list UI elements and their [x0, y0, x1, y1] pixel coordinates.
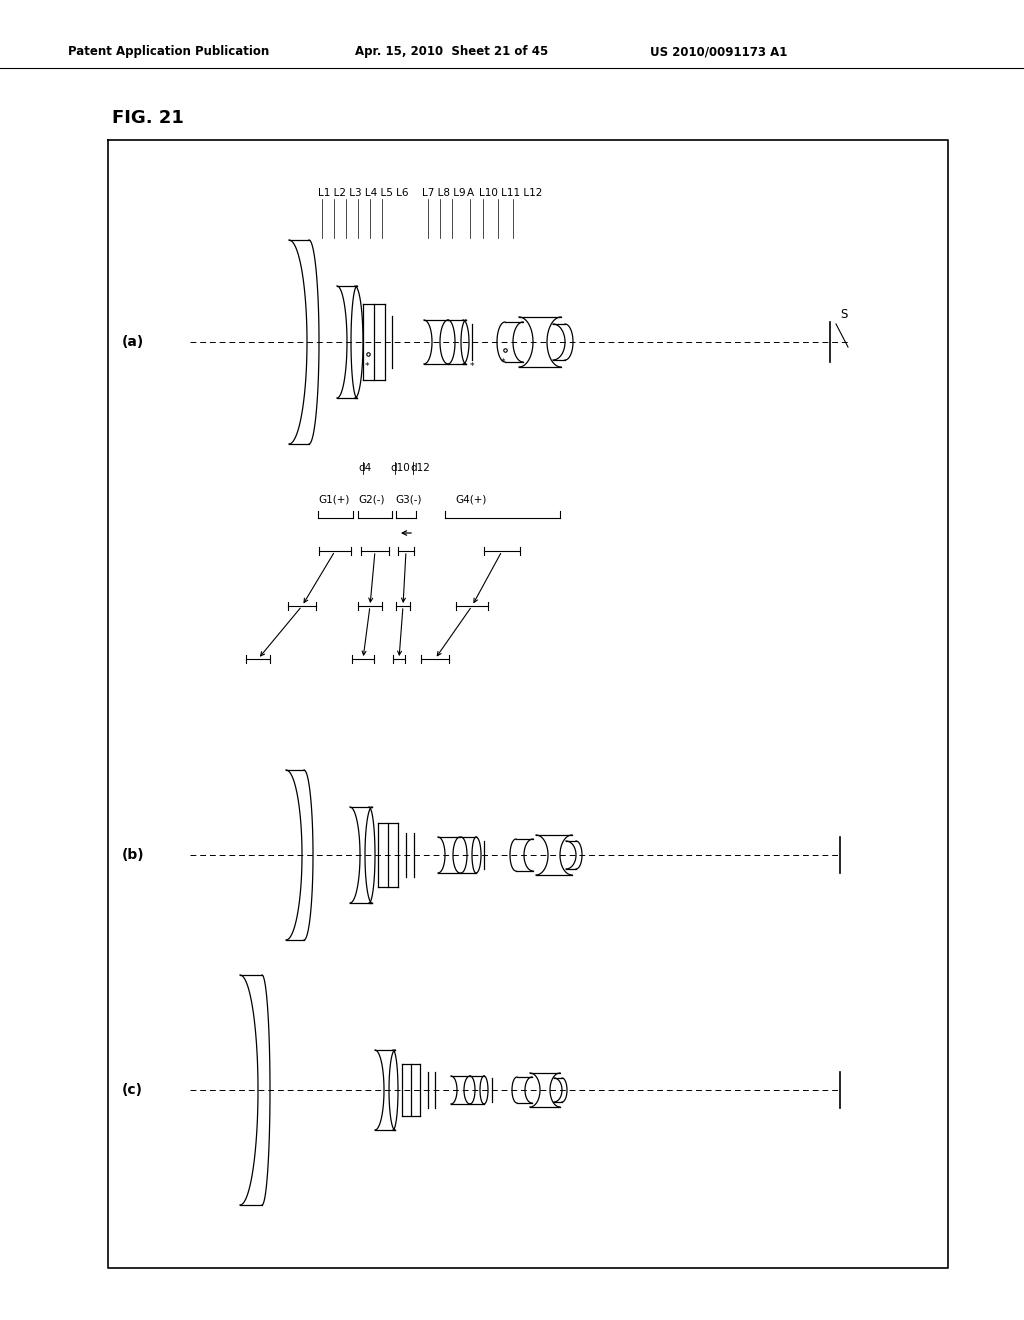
Text: G3(-): G3(-) — [395, 495, 422, 506]
Text: Apr. 15, 2010  Sheet 21 of 45: Apr. 15, 2010 Sheet 21 of 45 — [355, 45, 548, 58]
Text: G4(+): G4(+) — [455, 495, 486, 506]
Text: d12: d12 — [410, 463, 430, 473]
Text: (c): (c) — [122, 1082, 143, 1097]
Text: (b): (b) — [122, 847, 144, 862]
Text: L10 L11 L12: L10 L11 L12 — [479, 187, 543, 198]
Text: L7 L8 L9: L7 L8 L9 — [422, 187, 466, 198]
Text: *: * — [365, 362, 369, 371]
Text: *: * — [470, 362, 474, 371]
Text: d10: d10 — [390, 463, 410, 473]
Text: Patent Application Publication: Patent Application Publication — [68, 45, 269, 58]
Text: (a): (a) — [122, 335, 144, 348]
Text: A: A — [467, 187, 474, 198]
Text: d4: d4 — [358, 463, 372, 473]
Text: S: S — [840, 308, 848, 321]
Text: G2(-): G2(-) — [358, 495, 384, 506]
Text: US 2010/0091173 A1: US 2010/0091173 A1 — [650, 45, 787, 58]
Text: FIG. 21: FIG. 21 — [112, 110, 184, 127]
Text: G1(+): G1(+) — [318, 495, 349, 506]
Text: L1 L2 L3 L4 L5 L6: L1 L2 L3 L4 L5 L6 — [318, 187, 409, 198]
Text: *: * — [501, 358, 505, 367]
